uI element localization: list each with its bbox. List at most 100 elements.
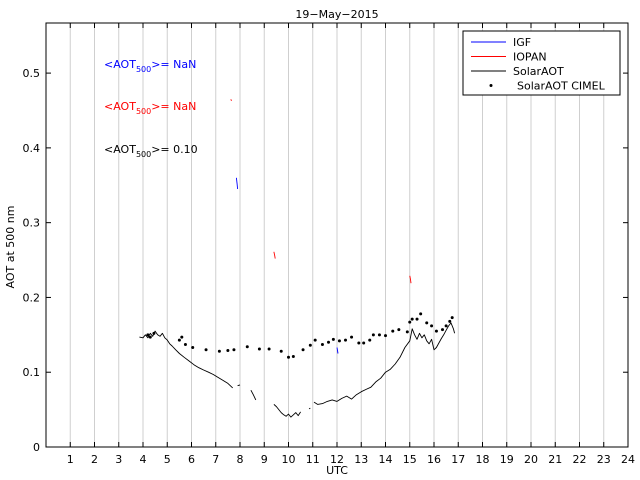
x-tick-label: 19 — [500, 453, 514, 466]
series-line-iopan — [273, 251, 276, 259]
series-line-iopan — [409, 275, 412, 284]
x-tick-label: 17 — [451, 453, 465, 466]
series-line-solaraot — [273, 404, 301, 418]
x-tick-label: 22 — [573, 453, 587, 466]
series-line-iopan — [230, 99, 232, 101]
series-layer — [139, 99, 456, 418]
x-tick-label: 9 — [261, 453, 268, 466]
data-point-solaraot-cimel — [440, 328, 444, 332]
data-point-solaraot-cimel — [327, 340, 331, 344]
x-tick-label: 7 — [212, 453, 219, 466]
aot-annotation: <AOT500>= 0.10 — [104, 143, 198, 159]
aot-annotation-sub: 500 — [136, 107, 151, 116]
data-point-solaraot-cimel — [408, 320, 412, 324]
data-point-solaraot-cimel — [448, 319, 452, 323]
series-line-igf — [336, 347, 339, 354]
data-point-solaraot-cimel — [331, 337, 335, 341]
legend-label: SolarAOT — [513, 65, 564, 78]
aot-annotation-value: >= NaN — [151, 58, 196, 71]
x-tick-label: 20 — [524, 453, 538, 466]
data-point-solaraot-cimel — [368, 338, 372, 342]
legend-swatch — [489, 84, 493, 87]
x-tick-label: 1 — [67, 453, 74, 466]
data-point-solaraot-cimel — [397, 328, 401, 332]
aot-annotation-prefix: <AOT — [104, 143, 136, 156]
data-point-solaraot-cimel — [430, 324, 434, 328]
x-axis-label: UTC — [326, 464, 348, 477]
aot-annotation-sub: 500 — [136, 65, 151, 74]
x-tick-label: 4 — [140, 453, 147, 466]
x-tick-label: 18 — [476, 453, 490, 466]
data-point-solaraot-cimel — [384, 334, 387, 338]
data-point-solaraot-cimel — [287, 355, 290, 359]
chart-title: 19−May−2015 — [295, 8, 378, 21]
x-tick-label: 8 — [237, 453, 244, 466]
data-point-solaraot-cimel — [350, 335, 354, 339]
data-point-solaraot-cimel — [146, 333, 150, 337]
legend-label: SolarAOT CIMEL — [517, 80, 606, 93]
data-point-solaraot-cimel — [308, 343, 312, 347]
data-point-solaraot-cimel — [204, 348, 208, 352]
y-axis-label: AOT at 500 nm — [4, 206, 17, 289]
aot-annotation-value: >= 0.10 — [151, 143, 197, 156]
aot-annotation-prefix: <AOT — [104, 100, 136, 113]
aot-annotation: <AOT500>= NaN — [104, 58, 196, 74]
x-tick-label: 15 — [403, 453, 417, 466]
data-point-solaraot-cimel — [191, 346, 195, 350]
series-line-solaraot — [139, 330, 234, 389]
data-point-solaraot-cimel — [183, 343, 187, 347]
data-point-solaraot-cimel — [362, 341, 366, 345]
data-point-solaraot-cimel — [291, 355, 295, 359]
data-point-solaraot-cimel — [337, 339, 341, 343]
y-tick-label: 0 — [33, 441, 40, 454]
y-tick-label: 0.2 — [23, 291, 41, 304]
x-tick-label: 23 — [597, 453, 611, 466]
legend-label: IGF — [513, 36, 531, 49]
y-tick-label: 0.4 — [23, 142, 41, 155]
x-tick-label: 10 — [282, 453, 296, 466]
data-point-solaraot-cimel — [320, 343, 324, 347]
x-tick-label: 3 — [115, 453, 122, 466]
data-point-solaraot-cimel — [279, 349, 283, 353]
data-point-solaraot-cimel — [343, 338, 347, 342]
x-tick-label: 14 — [379, 453, 393, 466]
x-tick-label: 16 — [427, 453, 441, 466]
x-tick-label: 12 — [330, 453, 344, 466]
aot-annotation-sub: 500 — [136, 150, 151, 159]
y-tick-label: 0.5 — [23, 67, 41, 80]
data-point-solaraot-cimel — [313, 338, 317, 342]
data-point-solaraot-cimel — [391, 329, 395, 333]
data-point-solaraot-cimel — [405, 330, 409, 334]
legend-box — [462, 30, 621, 96]
series-line-igf — [235, 177, 239, 190]
data-point-solaraot-cimel — [245, 345, 249, 349]
x-tick-label: 5 — [164, 453, 171, 466]
series-line-solaraot — [313, 322, 456, 405]
data-point-solaraot-cimel — [232, 348, 236, 352]
data-point-solaraot-cimel — [377, 333, 381, 337]
data-point-solaraot-cimel — [434, 329, 438, 333]
data-point-solaraot-cimel — [444, 324, 448, 328]
data-point-solaraot-cimel — [371, 333, 375, 337]
axis-ticks: 1 2 3 4 5 6 7 8 9 10 11 12 13 14 15 16 17 18 19 20 21 22 23 240… — [23, 23, 635, 466]
data-point-solaraot-cimel — [415, 317, 419, 321]
data-point-solaraot-cimel — [217, 349, 221, 353]
legend-label: IOPAN — [513, 51, 547, 64]
data-point-solaraot-cimel — [267, 347, 271, 351]
data-point-solaraot-cimel — [180, 335, 184, 339]
y-tick-label: 0.3 — [23, 217, 41, 230]
series-line-solaraot — [308, 407, 311, 410]
series-line-solaraot — [250, 389, 257, 401]
aot-annotation-prefix: <AOT — [104, 58, 136, 71]
data-point-solaraot-cimel — [450, 316, 454, 320]
aot-annotations: <AOT500>= NaN<AOT500>= NaN<AOT500>= 0.10 — [104, 58, 198, 159]
y-tick-label: 0.1 — [23, 366, 41, 379]
data-point-solaraot-cimel — [257, 347, 261, 351]
x-tick-label: 21 — [548, 453, 562, 466]
data-point-solaraot-cimel — [301, 348, 305, 352]
aot-annotation-value: >= NaN — [151, 100, 196, 113]
data-point-solaraot-cimel — [425, 321, 429, 325]
x-tick-label: 2 — [91, 453, 98, 466]
